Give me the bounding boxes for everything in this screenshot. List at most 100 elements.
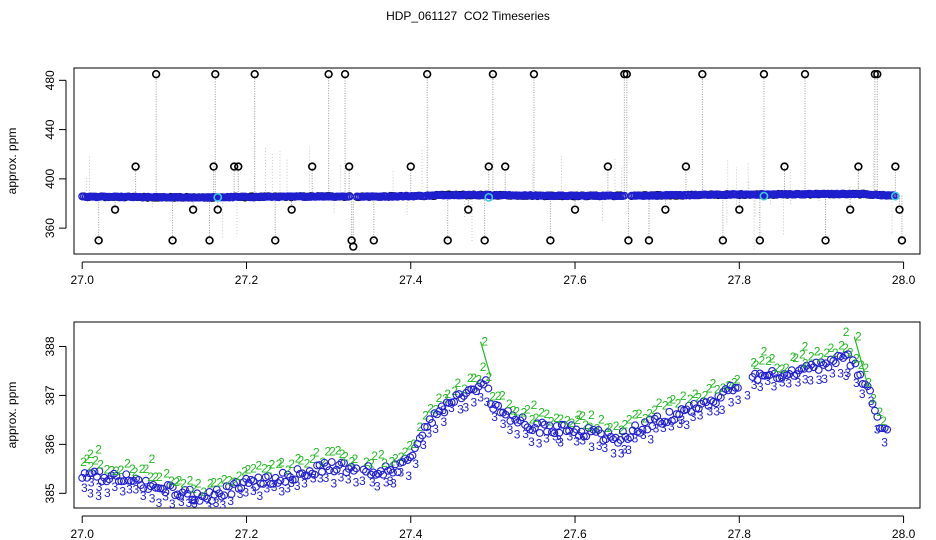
series-3-mark: 3 <box>237 487 244 501</box>
series-2-mark: 2 <box>335 444 342 458</box>
series-2-mark: 2 <box>574 413 581 427</box>
series-o-point <box>455 390 463 399</box>
series-3-mark: 3 <box>821 372 828 386</box>
bottom-y-tick-label: 385 <box>43 483 57 503</box>
series-o-point <box>210 490 219 499</box>
series-o-point <box>535 428 544 437</box>
series-2-mark: 2 <box>521 406 528 420</box>
series-2-mark: 2 <box>325 444 332 458</box>
series-2-mark: 2 <box>417 420 424 434</box>
spike-point <box>718 236 728 245</box>
series-3-mark: 3 <box>463 400 470 414</box>
series-2-mark: 2 <box>226 473 233 487</box>
series-2-mark: 2 <box>621 417 628 431</box>
series-2-mark: 2 <box>734 372 741 386</box>
series-3-outlier: 3 <box>678 413 685 427</box>
series-3-mark: 3 <box>735 393 742 407</box>
series-o-point <box>550 429 559 438</box>
series-o-point <box>203 494 211 503</box>
series-o-point <box>711 399 720 408</box>
series-o-point <box>570 428 578 437</box>
series-2-mark: 2 <box>670 393 677 407</box>
series-3-outlier: 3 <box>555 432 562 446</box>
series-o-point <box>655 417 664 426</box>
series-2-mark: 2 <box>513 405 520 419</box>
series-o-point <box>176 492 185 501</box>
series-3-mark: 3 <box>552 430 559 444</box>
series-2-mark: 2 <box>853 352 860 366</box>
series-o-point <box>486 400 495 409</box>
series-o-point <box>185 485 194 494</box>
series-3-mark: 3 <box>126 483 133 497</box>
series-o-point <box>479 380 488 389</box>
series-2-mark: 2 <box>378 448 385 462</box>
series-3-mark: 3 <box>690 410 697 424</box>
series-o-point <box>574 431 583 440</box>
series-2-mark: 2 <box>422 409 429 423</box>
series-o-point <box>577 427 586 436</box>
series-3-mark: 3 <box>390 477 397 491</box>
series-o-point <box>790 371 799 380</box>
series-2-mark: 2 <box>461 382 468 396</box>
series-2-mark: 2 <box>753 358 760 372</box>
series-2-mark: 2 <box>779 362 786 376</box>
series-2-mark: 2 <box>129 462 136 476</box>
series-2-mark: 2 <box>702 388 709 402</box>
series-2-mark: 2 <box>371 449 378 463</box>
series-2-mark: 2 <box>381 456 388 470</box>
series-3-mark: 3 <box>200 506 207 520</box>
series-o-point <box>611 433 620 442</box>
series-o-point <box>472 387 481 396</box>
spike-point <box>484 162 493 171</box>
series-2-mark: 2 <box>598 413 605 427</box>
series-2-mark: 2 <box>725 379 732 393</box>
series-3-mark: 3 <box>112 480 119 494</box>
series-2-mark: 2 <box>389 454 396 468</box>
series-o-point <box>364 462 373 471</box>
spike-point <box>644 236 654 245</box>
bottom-y-tick-label: 388 <box>43 336 57 356</box>
series-3-mark: 3 <box>588 440 595 454</box>
series-2-mark: 2 <box>245 463 252 477</box>
top-x-tick-label: 27.0 <box>71 273 95 287</box>
series-o-point <box>117 477 126 486</box>
series-2-mark: 2 <box>84 452 91 466</box>
series-2-mark: 2 <box>880 414 887 428</box>
top-y-tick-label: 360 <box>43 218 57 238</box>
series-2-mark: 2 <box>104 462 111 476</box>
series-o-point <box>484 384 493 393</box>
series-2-mark: 2 <box>799 347 806 361</box>
series-2-mark: 2 <box>173 475 180 489</box>
series-o-point <box>151 483 160 492</box>
series-2-line <box>853 336 868 381</box>
series-o-point <box>628 426 637 435</box>
series-2-mark: 2 <box>750 355 757 369</box>
series-2-mark: 2 <box>714 382 721 396</box>
series-o-point <box>168 483 177 492</box>
series-o-point <box>804 364 813 373</box>
series-3-mark: 3 <box>713 405 720 419</box>
series-2-mark: 2 <box>769 351 776 365</box>
series-3-outlier: 3 <box>87 486 94 500</box>
series-o-point <box>273 478 282 487</box>
series-3-mark: 3 <box>844 366 851 380</box>
series-2-mark: 2 <box>163 466 170 480</box>
series-o-point <box>829 357 838 365</box>
series-2-mark: 2 <box>368 457 375 471</box>
top-y-tick-label: 480 <box>43 70 57 90</box>
series-2-mark: 2 <box>406 439 413 453</box>
spike-point <box>406 162 415 171</box>
spike-point <box>735 205 744 214</box>
series-o-point <box>281 477 290 486</box>
series-3-mark: 3 <box>874 423 881 437</box>
series-o-point <box>538 418 547 427</box>
series-3-mark: 3 <box>491 410 498 424</box>
top-axis-ticks: 27.0 27.2 27.4 27.6 27.8 28.0 360 400 440 480 <box>43 70 916 287</box>
series-3-mark: 3 <box>383 476 390 490</box>
spike-point <box>229 162 239 171</box>
series-3-mark: 3 <box>779 375 786 389</box>
series-2-outlier: 2 <box>855 330 862 344</box>
series-o-point <box>129 477 138 485</box>
series-2-mark: 2 <box>352 452 359 466</box>
